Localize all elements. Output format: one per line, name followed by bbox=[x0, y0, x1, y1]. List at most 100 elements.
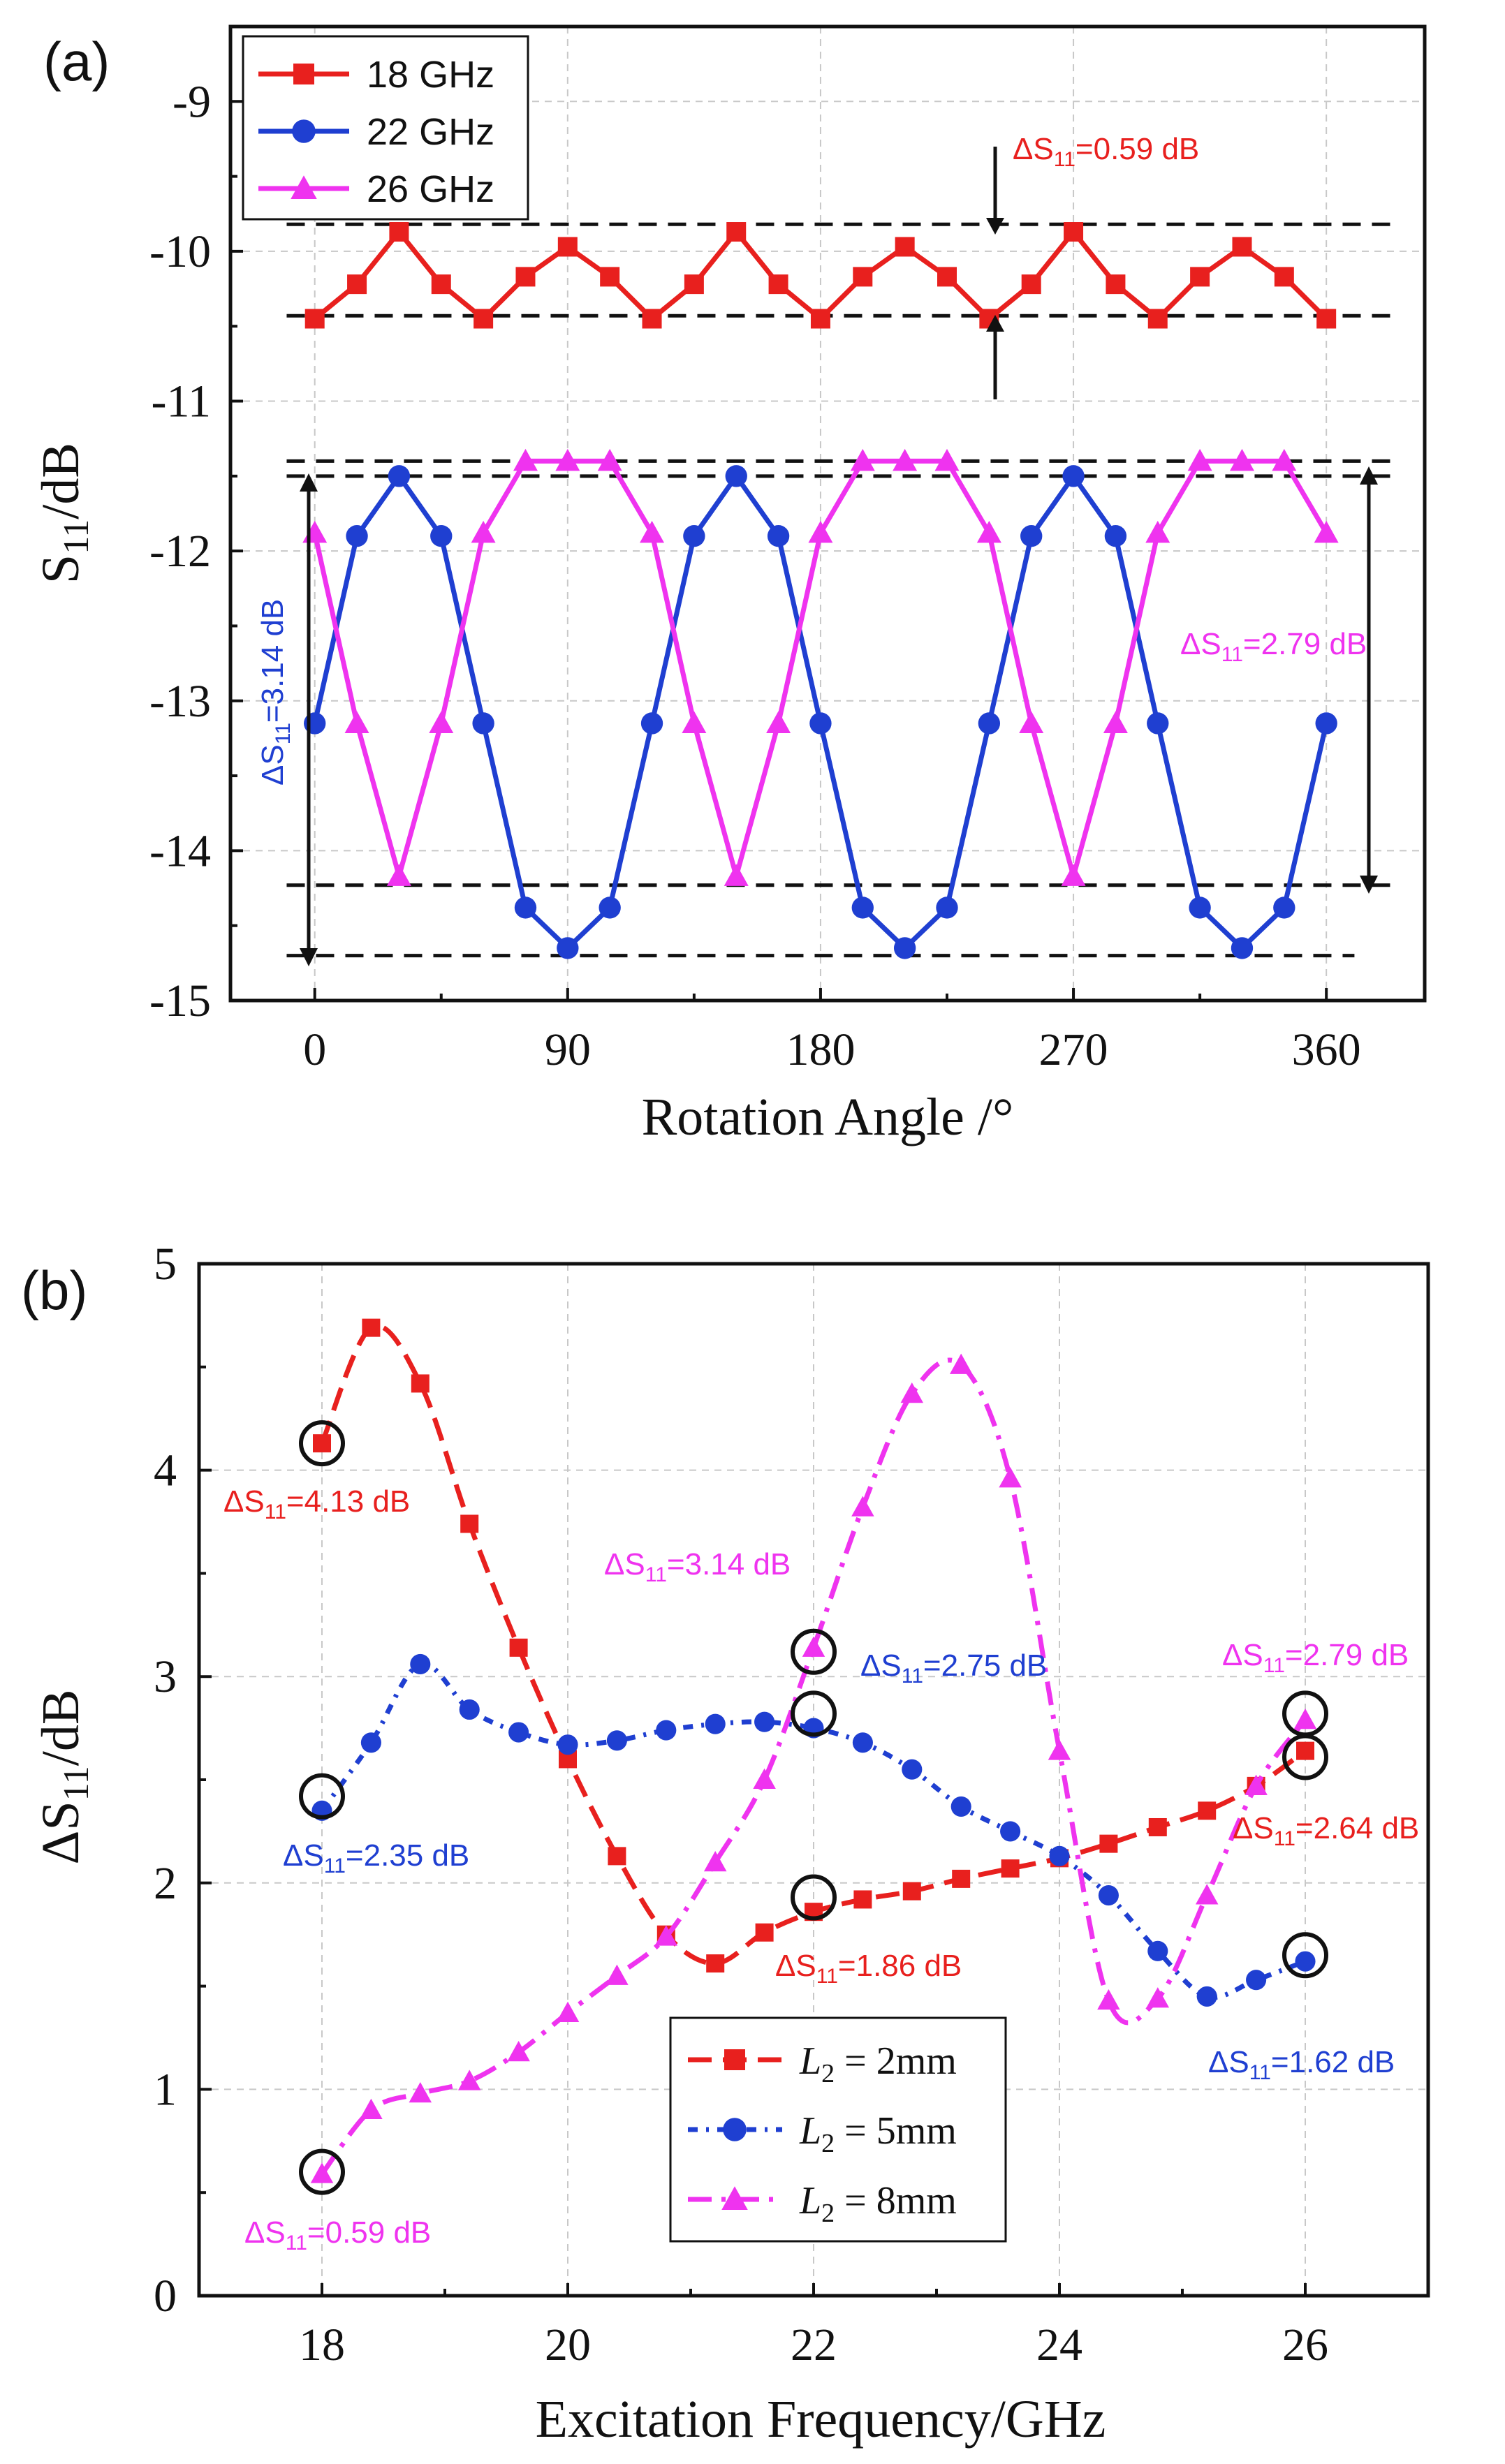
y-tick-label: 2 bbox=[154, 1858, 177, 1909]
data-point bbox=[473, 309, 494, 329]
data-point bbox=[893, 448, 918, 471]
data-point bbox=[1272, 448, 1297, 471]
data-point bbox=[389, 222, 409, 242]
data-point bbox=[605, 1964, 629, 1985]
y-tick-label: 3 bbox=[154, 1651, 177, 1702]
data-point bbox=[1049, 1845, 1070, 1866]
panel-a-annotation-18ghz: ΔS11=0.59 dB bbox=[986, 132, 1199, 399]
series-26-ghz bbox=[302, 448, 1339, 886]
data-point bbox=[768, 274, 788, 295]
data-point bbox=[1147, 309, 1168, 329]
data-point bbox=[684, 274, 704, 295]
legend-item: L2 = 2mm bbox=[688, 2039, 957, 2088]
x-tick-label: 0 bbox=[303, 1024, 326, 1075]
data-point bbox=[1190, 267, 1210, 287]
data-point bbox=[1147, 1940, 1168, 1961]
data-point bbox=[556, 2001, 580, 2023]
legend-item: L2 = 5mm bbox=[688, 2109, 957, 2158]
data-point bbox=[808, 520, 833, 543]
data-point bbox=[895, 237, 915, 257]
data-point bbox=[1245, 1774, 1268, 1795]
x-tick-label: 180 bbox=[786, 1024, 855, 1075]
series-l2-8mm bbox=[310, 1353, 1317, 2183]
data-point bbox=[557, 237, 578, 257]
panel-b-ticks: 18 20 22 24 26 0 1 2 3 4 5 bbox=[154, 1239, 1430, 2370]
highlight-circle bbox=[299, 1420, 345, 1467]
panel-b-delta-label: ΔS11=2.75 dB bbox=[860, 1648, 1047, 1688]
data-point bbox=[360, 2098, 383, 2119]
y-tick-label: -13 bbox=[149, 676, 211, 727]
panel-a-annotation-22ghz: ΔS11=3.14 dB bbox=[256, 473, 318, 966]
x-tick-label: 90 bbox=[545, 1024, 591, 1075]
data-point bbox=[344, 711, 369, 733]
data-point bbox=[1146, 1987, 1170, 2008]
data-point bbox=[360, 1732, 381, 1753]
legend-item: 26 GHz bbox=[258, 168, 494, 210]
panel-a-legend: 18 GHz 22 GHz 26 GHz bbox=[242, 35, 529, 221]
data-point bbox=[1064, 222, 1084, 242]
data-point bbox=[1187, 448, 1212, 471]
data-point bbox=[1001, 1859, 1020, 1878]
data-point bbox=[726, 222, 747, 242]
highlight-circle bbox=[791, 1690, 837, 1737]
data-point bbox=[304, 309, 325, 329]
panel-b-circled-points bbox=[299, 1420, 1328, 2195]
panel-a-delta-26ghz-label: ΔS11=2.79 dB bbox=[1180, 627, 1367, 666]
panel-a-plot-frame bbox=[228, 24, 1427, 1003]
y-tick-label: 4 bbox=[154, 1445, 177, 1496]
series-curve bbox=[319, 1323, 1307, 1966]
data-point bbox=[1098, 1884, 1119, 1906]
data-point bbox=[1104, 525, 1127, 547]
data-point bbox=[386, 864, 411, 886]
data-point bbox=[1062, 465, 1085, 487]
data-point bbox=[851, 897, 874, 919]
data-point bbox=[706, 1954, 725, 1973]
highlight-circle bbox=[299, 2148, 345, 2195]
data-point bbox=[654, 1925, 678, 1946]
data-point bbox=[471, 520, 496, 543]
data-point bbox=[1020, 525, 1043, 547]
data-point bbox=[388, 465, 411, 487]
panel-b-x-axis-title: Excitation Frequency/GHz bbox=[536, 2390, 1106, 2449]
data-point bbox=[457, 2070, 481, 2090]
data-point bbox=[411, 1374, 430, 1393]
data-point bbox=[1229, 448, 1254, 471]
arrow-head-up-icon bbox=[300, 473, 318, 492]
data-point bbox=[507, 2040, 530, 2062]
data-point bbox=[429, 711, 454, 733]
data-point bbox=[1232, 237, 1252, 257]
data-point bbox=[853, 1890, 872, 1909]
data-point bbox=[409, 2082, 432, 2103]
x-tick-label: 270 bbox=[1039, 1024, 1108, 1075]
data-point bbox=[302, 520, 328, 543]
panel-b-delta-label: ΔS11=3.14 dB bbox=[604, 1547, 791, 1586]
panel-a-y-axis-title: S11/dB bbox=[31, 443, 96, 584]
panel-a-x-axis-title: Rotation Angle /° bbox=[642, 1088, 1014, 1146]
data-point bbox=[1316, 309, 1337, 329]
data-point bbox=[1315, 712, 1337, 735]
data-point bbox=[683, 525, 705, 547]
x-tick-label: 22 bbox=[791, 2319, 837, 2370]
legend-label: L2 = 2mm bbox=[799, 2039, 957, 2088]
arrow-head-down-icon bbox=[986, 218, 1004, 235]
legend-marker-sample bbox=[292, 119, 316, 143]
panel-a: (a) 0 90 180 270 360 -15 -14 -13 -12 -11 -10 -9 Rot… bbox=[31, 24, 1427, 1146]
panel-a-label: (a) bbox=[43, 31, 110, 92]
data-point bbox=[949, 1353, 973, 1374]
data-point bbox=[313, 1434, 331, 1453]
data-point bbox=[606, 1730, 627, 1751]
series-curve bbox=[320, 1661, 1307, 2000]
legend-marker-sample bbox=[724, 2049, 745, 2070]
series-22-ghz bbox=[304, 465, 1337, 959]
data-point bbox=[978, 712, 1001, 735]
y-tick-label: 5 bbox=[154, 1239, 177, 1290]
y-tick-label: 1 bbox=[154, 2064, 177, 2115]
y-tick-label: -14 bbox=[149, 825, 211, 876]
x-tick-label: 20 bbox=[545, 2319, 591, 2370]
data-point bbox=[703, 1850, 727, 1872]
panel-b-label: (b) bbox=[21, 1260, 87, 1321]
panel-a-ticks: 0 90 180 270 360 -15 -14 -13 -12 -11 -10 -9 bbox=[149, 76, 1361, 1075]
highlight-circle bbox=[791, 1874, 837, 1921]
data-point bbox=[767, 525, 790, 547]
